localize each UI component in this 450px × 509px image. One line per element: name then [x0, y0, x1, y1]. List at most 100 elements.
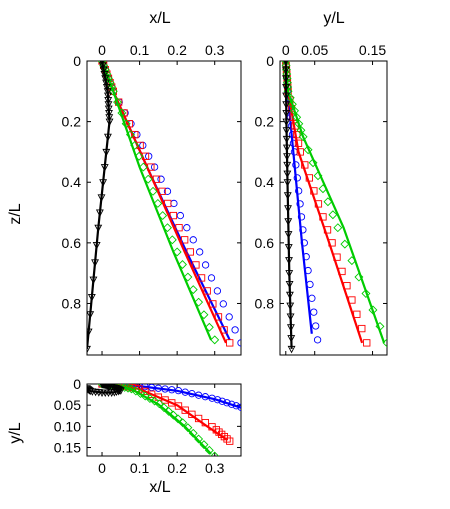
data-point	[313, 171, 323, 181]
data-point	[287, 99, 297, 109]
data-point	[131, 130, 139, 139]
data-point	[286, 313, 295, 321]
data-point	[358, 324, 366, 333]
data-point	[282, 127, 291, 135]
data-point	[308, 158, 318, 168]
data-point	[323, 226, 332, 234]
data-point	[192, 261, 200, 269]
x-tick-label: 0.2	[167, 42, 187, 58]
x-axis-label: x/L	[149, 479, 170, 496]
data-point	[282, 135, 291, 144]
data-point	[310, 308, 318, 316]
data-point	[213, 396, 222, 404]
data-point	[102, 83, 111, 92]
data-point	[319, 213, 327, 221]
data-point	[282, 144, 291, 153]
x-tick-label: 0.15	[359, 42, 386, 58]
y-tick-label: 0.10	[54, 418, 81, 434]
y-tick-label: 0.8	[255, 295, 275, 311]
data-point	[163, 187, 172, 195]
data-point	[204, 445, 214, 455]
data-point	[213, 287, 222, 295]
data-point	[172, 247, 182, 257]
data-point	[113, 97, 123, 107]
series-square	[98, 61, 234, 347]
data-point	[294, 119, 304, 129]
data-point	[201, 261, 210, 269]
data-point	[227, 400, 236, 408]
data-point	[164, 199, 172, 208]
data-point	[285, 257, 293, 265]
data-point	[99, 66, 108, 75]
data-point	[210, 451, 220, 456]
data-point	[87, 328, 93, 337]
y-tick-label: 0.4	[62, 174, 82, 190]
data-point	[164, 406, 174, 416]
data-point	[293, 130, 301, 139]
data-point	[103, 92, 112, 101]
data-point	[218, 397, 226, 405]
data-point	[176, 211, 185, 220]
data-point	[103, 384, 110, 390]
data-point	[291, 122, 299, 130]
data-point	[297, 213, 306, 221]
y-tick-label: 0.6	[62, 235, 82, 251]
data-point	[197, 274, 206, 282]
data-point	[134, 151, 144, 161]
data-point	[283, 61, 289, 66]
data-point	[284, 205, 292, 213]
data-point	[286, 324, 295, 332]
data-point	[285, 291, 294, 300]
data-area	[87, 61, 241, 354]
data-point	[136, 141, 144, 150]
data-point	[87, 293, 96, 302]
data-point	[303, 145, 313, 155]
data-point	[285, 270, 294, 278]
plot-frame	[279, 60, 388, 356]
data-point	[87, 386, 93, 394]
data-point	[94, 224, 103, 233]
data-point	[354, 272, 364, 282]
data-point	[314, 200, 323, 208]
data-point	[208, 394, 216, 402]
series-triangle-down	[87, 384, 125, 397]
x-tick-label: 0	[98, 42, 106, 58]
x-tick-label: 0	[98, 460, 106, 476]
x-tick-label: 0.3	[205, 460, 225, 476]
data-point	[201, 418, 209, 427]
data-point	[178, 418, 188, 428]
data-point	[223, 399, 231, 407]
data-point	[163, 223, 172, 233]
data-area	[281, 61, 387, 354]
data-point	[105, 109, 113, 118]
data-point	[186, 248, 194, 256]
y-tick-label: 0	[266, 53, 274, 69]
data-point	[157, 175, 165, 183]
data-point	[121, 119, 131, 129]
series-triangle-down	[281, 61, 296, 354]
data-point	[103, 133, 112, 142]
data-point	[207, 274, 216, 282]
data-point	[126, 384, 136, 394]
data-point	[225, 313, 233, 321]
series-diamond	[97, 61, 220, 345]
data-point	[215, 428, 223, 436]
data-point	[152, 175, 161, 183]
data-point	[108, 86, 118, 96]
data-point	[112, 388, 121, 397]
data-point	[284, 244, 293, 252]
data-point	[281, 66, 290, 75]
data-point	[158, 211, 168, 221]
data-point	[210, 335, 220, 345]
data-point	[312, 322, 320, 330]
data-point	[158, 187, 166, 195]
data-point	[183, 224, 191, 232]
data-point	[123, 384, 133, 393]
data-point	[87, 385, 91, 393]
data-point	[209, 300, 217, 308]
data-point	[310, 187, 318, 195]
data-point	[212, 426, 220, 434]
data-point	[174, 402, 183, 410]
x-tick-label: 0.3	[205, 42, 225, 58]
data-point	[145, 394, 155, 404]
